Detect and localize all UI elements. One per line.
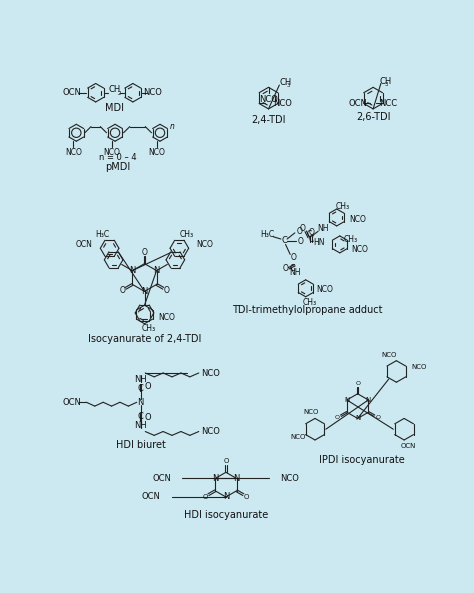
Text: n = 0 – 4: n = 0 – 4 xyxy=(99,153,136,162)
Text: NCO: NCO xyxy=(65,148,82,157)
Text: OCN: OCN xyxy=(63,88,82,97)
Text: NCO: NCO xyxy=(280,474,299,483)
Text: O: O xyxy=(375,415,380,420)
Text: H₃C: H₃C xyxy=(260,230,274,239)
Text: O: O xyxy=(144,382,151,391)
Text: N: N xyxy=(154,266,160,275)
Text: O: O xyxy=(144,413,151,422)
Text: C: C xyxy=(306,230,311,239)
Text: O: O xyxy=(119,286,125,295)
Text: N: N xyxy=(212,474,219,483)
Text: NCO: NCO xyxy=(201,427,220,436)
Text: NCO: NCO xyxy=(303,409,319,415)
Text: NCO: NCO xyxy=(412,364,427,370)
Text: NCO: NCO xyxy=(196,240,213,249)
Text: NH: NH xyxy=(317,224,328,232)
Text: CH₃: CH₃ xyxy=(302,298,317,307)
Text: N: N xyxy=(233,474,240,483)
Text: N: N xyxy=(141,287,148,296)
Text: 3: 3 xyxy=(286,83,290,88)
Text: C: C xyxy=(309,234,314,244)
Text: CH: CH xyxy=(279,78,292,87)
Text: OCN: OCN xyxy=(401,443,417,449)
Text: TDI-trimethylolpropane adduct: TDI-trimethylolpropane adduct xyxy=(232,305,383,315)
Text: 2: 2 xyxy=(118,91,121,96)
Text: Isocyanurate of 2,4-TDI: Isocyanurate of 2,4-TDI xyxy=(88,334,201,344)
Text: OCN: OCN xyxy=(348,99,367,108)
Text: NCC: NCC xyxy=(379,99,397,108)
Text: NCO: NCO xyxy=(201,368,220,378)
Text: CH: CH xyxy=(108,85,120,94)
Text: CH₃: CH₃ xyxy=(336,202,350,211)
Text: C: C xyxy=(137,412,144,420)
Text: N: N xyxy=(344,397,349,403)
Text: NH: NH xyxy=(134,375,147,384)
Text: NCO: NCO xyxy=(158,313,175,322)
Text: HDI isocyanurate: HDI isocyanurate xyxy=(184,511,268,521)
Text: OCN: OCN xyxy=(63,398,82,407)
Text: O: O xyxy=(335,415,340,420)
Text: 3: 3 xyxy=(384,82,388,87)
Text: 2,4-TDI: 2,4-TDI xyxy=(251,114,286,125)
Text: n: n xyxy=(170,122,175,131)
Text: O: O xyxy=(300,224,306,232)
Text: O: O xyxy=(223,458,228,464)
Text: C: C xyxy=(289,264,294,273)
Text: HN: HN xyxy=(313,238,325,247)
Text: N: N xyxy=(223,492,229,502)
Text: N: N xyxy=(129,266,136,275)
Text: NCO: NCO xyxy=(259,95,278,104)
Text: NCO: NCO xyxy=(144,88,163,97)
Text: N: N xyxy=(355,416,360,422)
Text: NCO: NCO xyxy=(290,434,306,440)
Text: OCN: OCN xyxy=(153,474,172,483)
Text: NCO: NCO xyxy=(349,215,366,224)
Text: H₃C: H₃C xyxy=(95,230,109,239)
Text: HDI biuret: HDI biuret xyxy=(116,439,165,449)
Text: O: O xyxy=(202,493,208,499)
Text: NCO: NCO xyxy=(103,148,120,157)
Text: O: O xyxy=(283,264,289,273)
Text: 2,6-TDI: 2,6-TDI xyxy=(356,111,391,122)
Text: O: O xyxy=(164,286,170,295)
Text: C: C xyxy=(137,384,144,393)
Text: NCO: NCO xyxy=(148,148,165,157)
Text: pMDI: pMDI xyxy=(105,162,130,171)
Text: NH: NH xyxy=(134,421,147,430)
Text: O: O xyxy=(297,227,302,236)
Text: IPDI isocyanurate: IPDI isocyanurate xyxy=(319,455,404,465)
Text: NCO: NCO xyxy=(317,285,333,294)
Text: OCN: OCN xyxy=(76,240,92,249)
Text: CH₃: CH₃ xyxy=(344,235,358,244)
Text: MDI: MDI xyxy=(105,103,124,113)
Text: N: N xyxy=(137,398,144,407)
Text: CH: CH xyxy=(379,76,392,85)
Text: C: C xyxy=(281,236,287,245)
Text: O: O xyxy=(244,493,249,499)
Text: O: O xyxy=(298,237,304,246)
Text: NCO: NCO xyxy=(273,99,292,108)
Text: O: O xyxy=(308,228,314,237)
Text: CH₃: CH₃ xyxy=(180,230,194,239)
Text: NH: NH xyxy=(289,269,301,278)
Text: O: O xyxy=(355,381,360,385)
Text: O: O xyxy=(291,253,296,262)
Text: NCO: NCO xyxy=(381,352,396,358)
Text: N: N xyxy=(366,397,371,403)
Text: O: O xyxy=(142,248,147,257)
Text: NCO: NCO xyxy=(351,244,368,254)
Text: CH₃: CH₃ xyxy=(141,324,155,333)
Text: OCN: OCN xyxy=(142,492,161,502)
